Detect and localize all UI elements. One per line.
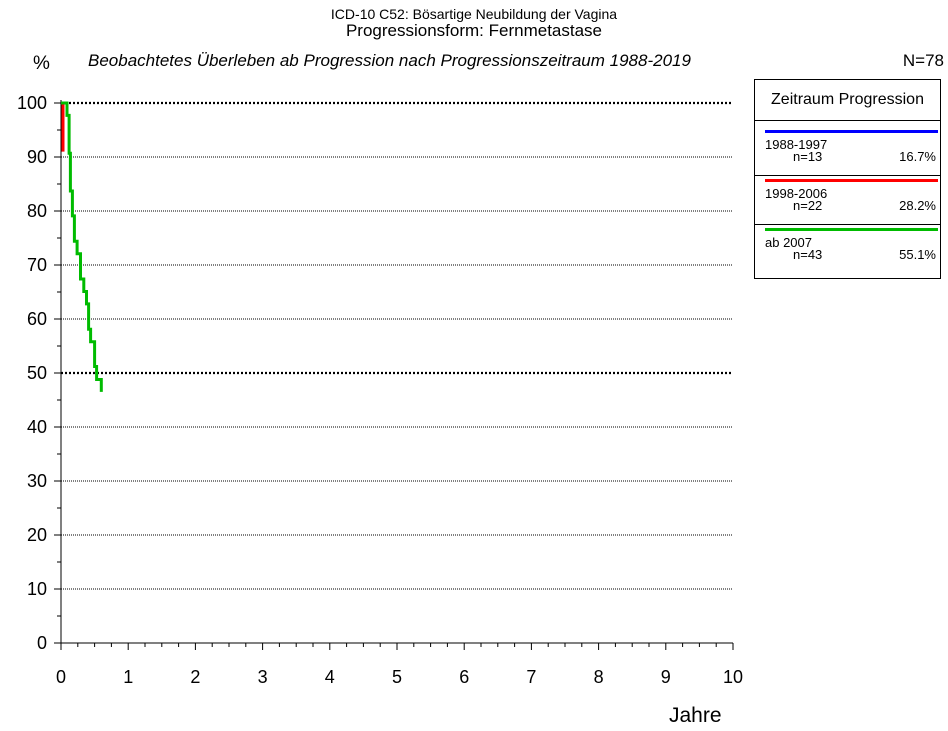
- y-tick-label: 100: [17, 93, 47, 113]
- y-ticks: 0 10 20 30 40 50 60 70 80 90 100: [17, 93, 61, 653]
- legend-entry-ab-2007: ab 2007 n=43 55.1%: [755, 226, 940, 272]
- legend-label: 1998-2006: [765, 186, 828, 201]
- x-tick-label: 6: [459, 667, 469, 687]
- y-tick-label: 30: [27, 471, 47, 491]
- y-axis-label: %: [33, 53, 50, 74]
- legend-share: 16.7%: [899, 149, 936, 164]
- y-tick-label: 10: [27, 579, 47, 599]
- y-tick-label: 40: [27, 417, 47, 437]
- y-tick-label: 70: [27, 255, 47, 275]
- legend-count: n=13: [793, 149, 823, 164]
- legend-count: n=22: [793, 198, 823, 213]
- y-tick-label: 60: [27, 309, 47, 329]
- axes: [60, 100, 733, 644]
- legend-divider: [755, 224, 940, 225]
- legend-title: Zeitraum Progression: [771, 91, 924, 108]
- x-tick-label: 8: [594, 667, 604, 687]
- legend-swatch: [765, 179, 938, 182]
- legend-entry-1998-2006: 1998-2006 n=22 28.2%: [755, 177, 940, 223]
- x-tick-label: 0: [56, 667, 66, 687]
- legend-entry-1988-1997: 1988-1997 n=13 16.7%: [755, 128, 940, 174]
- series-line-ab-2007: [61, 101, 103, 392]
- y-tick-label: 0: [37, 633, 47, 653]
- x-axis-label: Jahre: [669, 704, 722, 727]
- y-tick-label: 50: [27, 363, 47, 383]
- x-tick-label: 7: [526, 667, 536, 687]
- legend-share: 28.2%: [899, 198, 936, 213]
- legend: Zeitraum Progression 1988-1997 n=13 16.7…: [754, 79, 941, 279]
- chart-title-line2: Progressionsform: Fernmetastase: [345, 21, 603, 40]
- x-tick-label: 10: [723, 667, 743, 687]
- legend-label: ab 2007: [765, 235, 812, 250]
- legend-label: 1988-1997: [765, 137, 828, 152]
- chart-subtitle: Beobachtetes Überleben ab Progression na…: [88, 51, 691, 70]
- y-tick-label: 90: [27, 147, 47, 167]
- legend-count: n=43: [793, 247, 823, 262]
- x-tick-label: 3: [258, 667, 268, 687]
- legend-share: 55.1%: [899, 247, 936, 262]
- x-tick-label: 9: [661, 667, 671, 687]
- y-tick-label: 20: [27, 525, 47, 545]
- grid-lines: [61, 101, 733, 590]
- total-count-label: N=78: [902, 51, 944, 70]
- x-tick-label: 2: [190, 667, 200, 687]
- legend-swatch: [765, 130, 938, 133]
- x-tick-label: 5: [392, 667, 402, 687]
- legend-swatch: [765, 228, 938, 231]
- chart-title-line1: ICD-10 C52: Bösartige Neubildung der Vag…: [330, 6, 618, 22]
- legend-divider: [755, 175, 940, 176]
- x-ticks: 0 1 2 3 4 5 6 7 8 9 10: [56, 643, 743, 687]
- y-tick-label: 80: [27, 201, 47, 221]
- x-tick-label: 1: [123, 667, 133, 687]
- legend-divider: [755, 120, 940, 121]
- series-lines: [61, 101, 103, 392]
- x-tick-label: 4: [325, 667, 335, 687]
